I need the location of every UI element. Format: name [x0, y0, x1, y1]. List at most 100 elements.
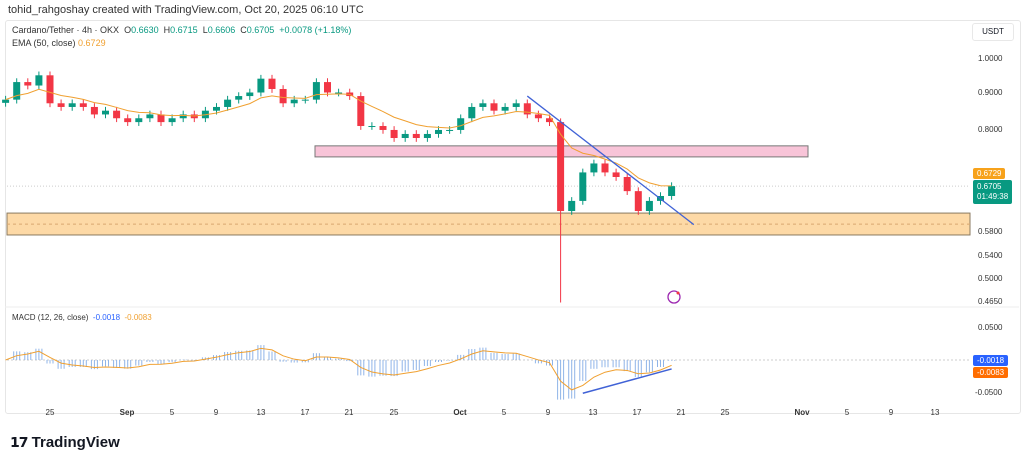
macd-divergence-line: [582, 368, 672, 395]
low-value: 0.6606: [207, 25, 236, 35]
candle: [668, 186, 676, 196]
candle: [235, 96, 243, 100]
time-tick: 25: [389, 408, 399, 417]
candle: [512, 103, 520, 107]
price-tick: 0.5000: [978, 274, 1003, 283]
candle: [623, 176, 631, 192]
candle: [301, 99, 309, 101]
symbol-name[interactable]: Cardano/Tether · 4h · OKX: [12, 25, 120, 35]
macd-label[interactable]: MACD (12, 26, close): [12, 313, 89, 322]
price-tick: 1.0000: [978, 54, 1003, 63]
candle: [579, 172, 587, 201]
candle: [213, 106, 220, 111]
time-tick: 13: [588, 408, 598, 417]
candle: [290, 99, 298, 104]
low-label: L: [202, 25, 208, 35]
time-tick: Nov: [794, 408, 810, 417]
candle: [135, 118, 143, 123]
candle: [2, 99, 10, 103]
candle: [124, 118, 132, 123]
candle: [35, 75, 43, 86]
time-tick: Oct: [453, 408, 467, 417]
logo-text: TradingView: [31, 434, 120, 451]
candle: [601, 163, 609, 173]
time-tick: 21: [676, 408, 686, 417]
candle: [68, 103, 76, 107]
signal-tag: -0.0083: [973, 367, 1009, 378]
price-tick: 0.4650: [978, 297, 1003, 306]
candle: [279, 88, 287, 104]
chart-frame: [5, 20, 1021, 414]
candle: [523, 103, 531, 115]
time-tick: 5: [169, 408, 175, 417]
descending-trendline: [526, 95, 695, 226]
macd-tag: -0.0018: [973, 355, 1009, 366]
ema-price-tag: 0.6729: [973, 168, 1006, 179]
time-tick: 13: [930, 408, 940, 417]
time-tick: Sep: [119, 408, 135, 417]
time-tick: 21: [344, 408, 354, 417]
candle: [501, 106, 509, 111]
tradingview-logo[interactable]: 𝟭𝟳 TradingView: [10, 434, 120, 451]
candle: [457, 118, 465, 130]
price-tick: 0.5800: [978, 227, 1003, 236]
candle: [46, 75, 54, 104]
candle: [557, 122, 565, 212]
candle: [546, 118, 553, 123]
last-price-tag: 0.6705 01:49:38: [973, 180, 1013, 204]
change-value: +0.0078 (+1.18%): [279, 25, 352, 35]
ema-label[interactable]: EMA (50, close): [12, 38, 76, 48]
candle: [168, 118, 176, 123]
currency-button[interactable]: USDT: [972, 23, 1014, 41]
macd-legend: MACD (12, 26, close) -0.0018 -0.0083: [12, 313, 152, 322]
candle: [335, 92, 343, 94]
candle: [379, 126, 387, 130]
candle: [612, 172, 620, 177]
open-value: 0.6630: [131, 25, 159, 35]
lightning-alert-icon: [667, 290, 681, 304]
time-tick: 5: [501, 408, 507, 417]
candle: [412, 133, 420, 139]
high-label: H: [163, 25, 171, 35]
macd-tick: 0.0500: [978, 323, 1003, 332]
open-label: O: [124, 25, 132, 35]
candle: [146, 114, 154, 119]
candle: [468, 106, 476, 119]
candle: [435, 129, 442, 134]
close-value: 0.6705: [246, 25, 275, 35]
candle: [246, 92, 254, 97]
candle: [423, 133, 431, 139]
time-tick: 25: [720, 408, 730, 417]
candle: [645, 200, 653, 212]
candle: [102, 110, 109, 115]
candle: [490, 103, 498, 111]
chart-author-header: tohid_rahgoshay created with TradingView…: [8, 4, 364, 16]
candle: [157, 114, 165, 123]
candle: [79, 103, 87, 107]
time-tick: 5: [844, 408, 850, 417]
candle: [634, 191, 642, 212]
candle: [224, 99, 232, 107]
candle: [257, 78, 265, 93]
candle: [357, 96, 365, 127]
tv-logo-icon: 𝟭𝟳: [10, 434, 29, 450]
price-tick: 0.8000: [978, 125, 1003, 134]
time-tick: 13: [256, 408, 266, 417]
price-tick: 0.9000: [978, 88, 1003, 97]
last-price: 0.6705: [977, 182, 1002, 191]
time-tick: 9: [213, 408, 219, 417]
symbol-legend: Cardano/Tether · 4h · OKX O0.6630 H0.671…: [12, 24, 351, 50]
close-label: C: [240, 25, 247, 35]
price-tick: 0.5400: [978, 251, 1003, 260]
candle: [179, 114, 187, 119]
time-tick: 25: [45, 408, 55, 417]
candle: [90, 106, 98, 115]
time-tick: 17: [300, 408, 310, 417]
candle: [113, 110, 121, 119]
candle: [368, 126, 376, 128]
candle: [534, 114, 542, 119]
candle: [268, 78, 276, 89]
candle: [13, 82, 21, 100]
candle: [446, 129, 454, 131]
